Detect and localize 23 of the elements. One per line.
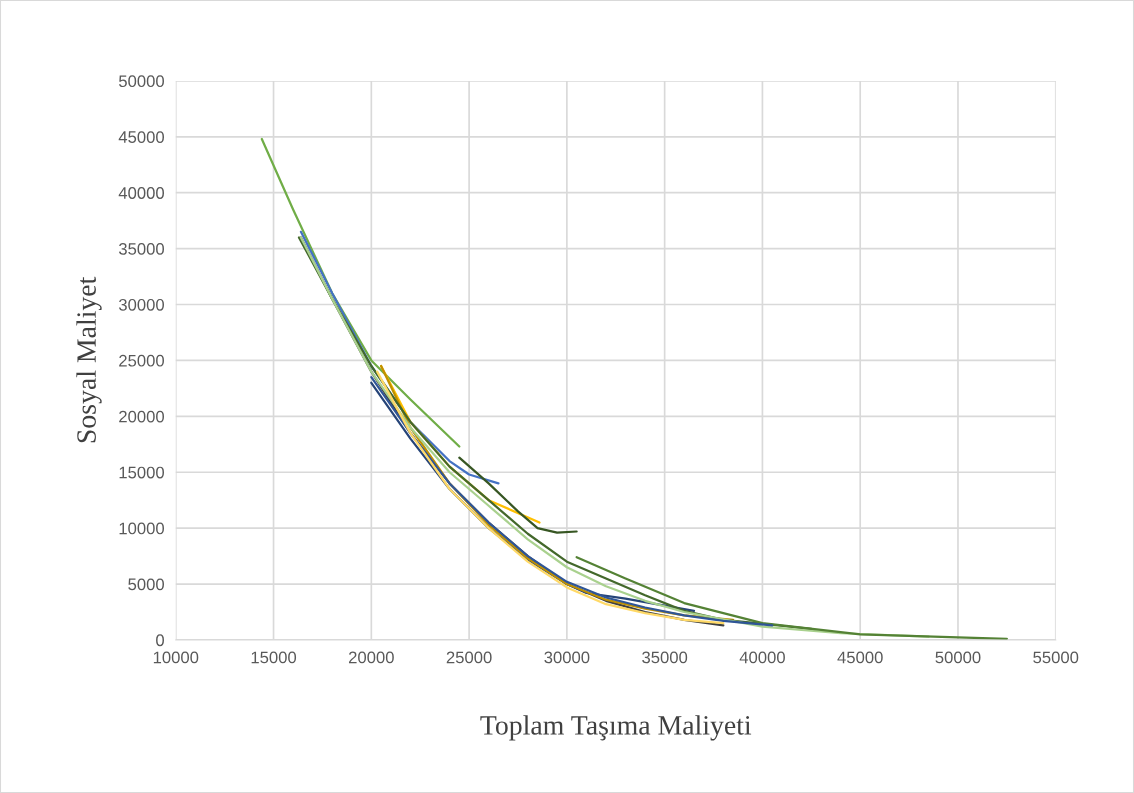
x-tick-label: 45000 — [837, 651, 883, 664]
y-tick-label: 5000 — [128, 578, 165, 591]
y-tick-label: 50000 — [118, 75, 165, 88]
x-tick-label: 50000 — [935, 651, 981, 664]
x-tick-label: 55000 — [1033, 651, 1079, 664]
y-tick-label: 35000 — [118, 243, 165, 255]
x-tick-label: 35000 — [642, 651, 688, 664]
y-tick-label: 0 — [156, 634, 165, 647]
y-tick-label: 10000 — [119, 522, 165, 535]
y-tick-label: 20000 — [119, 410, 165, 423]
y-axis-title: Sosyal Maliyet — [76, 276, 102, 443]
y-tick-label: 25000 — [119, 354, 165, 367]
x-tick-label: 25000 — [446, 651, 492, 664]
y-tick-label: 30000 — [118, 298, 165, 311]
y-tick-label: 45000 — [118, 131, 165, 143]
x-tick-label: 15000 — [251, 651, 297, 664]
y-tick-label: 15000 — [119, 466, 165, 479]
x-tick-label: 20000 — [348, 651, 394, 664]
x-tick-label: 40000 — [739, 651, 785, 664]
y-tick-label: 40000 — [118, 187, 165, 199]
x-tick-label: 30000 — [544, 651, 590, 664]
x-axis-title: Toplam Taşıma Maliyeti — [480, 715, 752, 741]
x-tick-label: 10000 — [153, 651, 199, 664]
